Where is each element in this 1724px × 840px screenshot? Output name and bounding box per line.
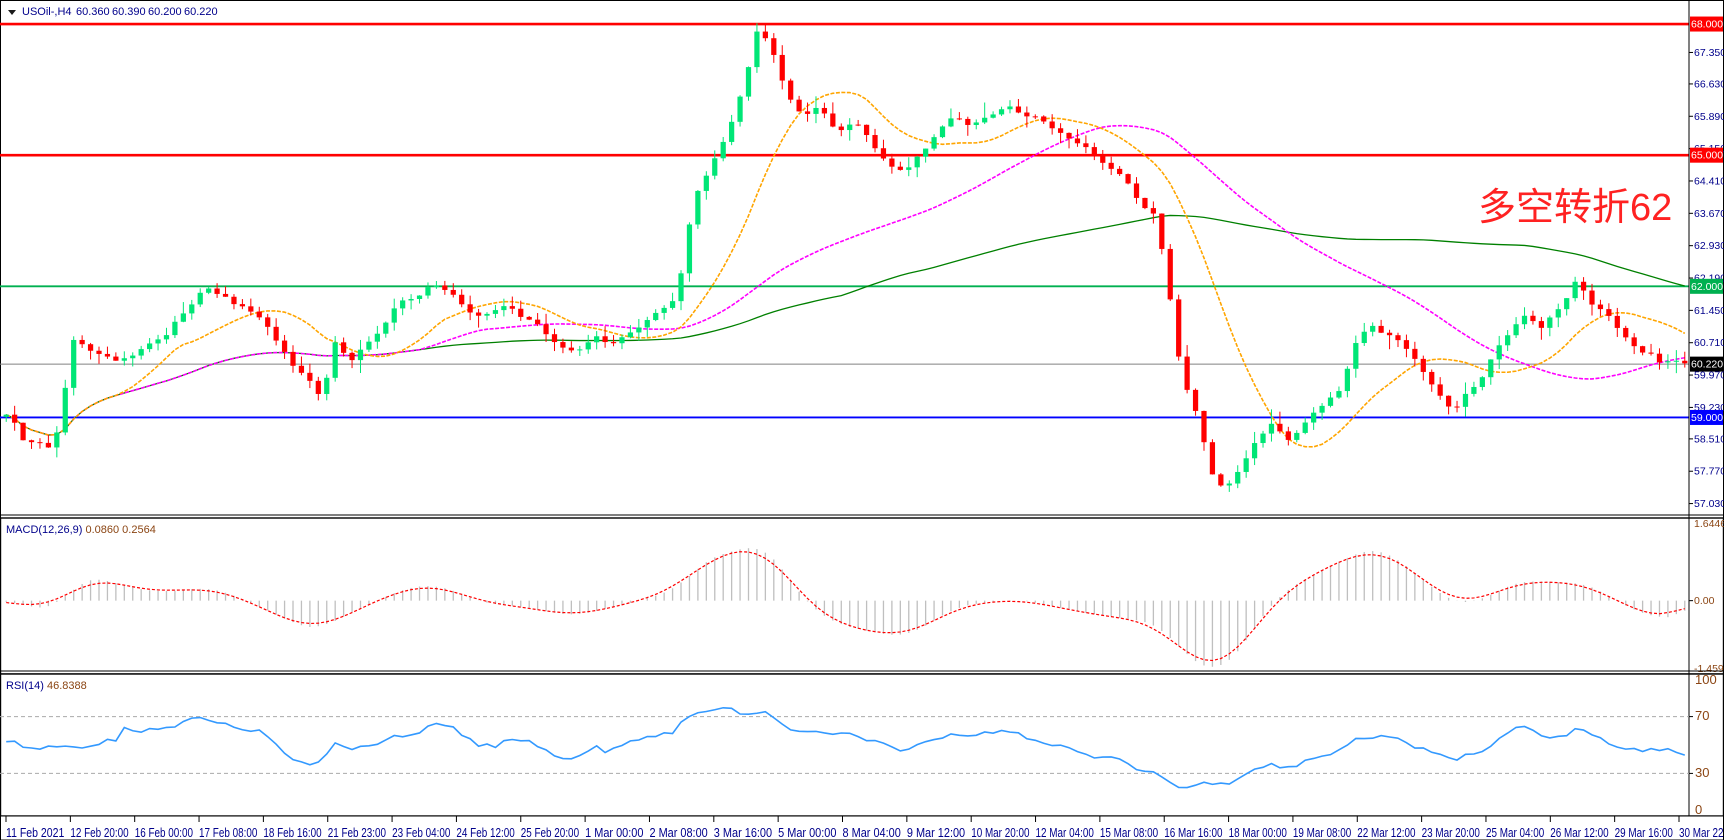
svg-text:60.220: 60.220 xyxy=(184,6,218,18)
svg-text:26 Mar 12:00: 26 Mar 12:00 xyxy=(1550,826,1608,840)
svg-text:2 Mar 08:00: 2 Mar 08:00 xyxy=(649,826,707,840)
svg-text:22 Mar 12:00: 22 Mar 12:00 xyxy=(1357,826,1415,840)
svg-text:63.670: 63.670 xyxy=(1694,208,1724,220)
svg-text:60.200: 60.200 xyxy=(148,6,182,18)
svg-text:30 Mar 22:00: 30 Mar 22:00 xyxy=(1679,826,1724,840)
svg-text:0.00: 0.00 xyxy=(1694,595,1715,607)
svg-text:62.930: 62.930 xyxy=(1694,240,1724,252)
svg-text:64.410: 64.410 xyxy=(1694,175,1724,187)
svg-text:19 Mar 08:00: 19 Mar 08:00 xyxy=(1293,826,1351,840)
svg-text:23 Mar 20:00: 23 Mar 20:00 xyxy=(1422,826,1480,840)
svg-text:8 Mar 04:00: 8 Mar 04:00 xyxy=(843,826,901,840)
svg-text:0: 0 xyxy=(1695,802,1702,817)
svg-text:多空转折62: 多空转折62 xyxy=(1478,187,1672,229)
svg-text:24 Feb 12:00: 24 Feb 12:00 xyxy=(456,826,514,840)
svg-text:66.630: 66.630 xyxy=(1694,78,1724,90)
svg-text:30: 30 xyxy=(1695,765,1709,780)
svg-text:15 Mar 08:00: 15 Mar 08:00 xyxy=(1100,826,1158,840)
svg-text:1.6446: 1.6446 xyxy=(1694,518,1724,530)
svg-text:59.970: 59.970 xyxy=(1694,370,1724,382)
svg-text:60.710: 60.710 xyxy=(1694,337,1724,349)
svg-text:59.000: 59.000 xyxy=(1691,412,1723,424)
svg-text:3 Mar 16:00: 3 Mar 16:00 xyxy=(714,826,772,840)
svg-text:USOil-,H4: USOil-,H4 xyxy=(22,6,72,18)
svg-text:1 Mar 00:00: 1 Mar 00:00 xyxy=(585,826,643,840)
svg-text:61.450: 61.450 xyxy=(1694,305,1724,317)
svg-text:MACD(12,26,9) 0.0860 0.2564: MACD(12,26,9) 0.0860 0.2564 xyxy=(6,524,156,536)
svg-text:100: 100 xyxy=(1695,672,1717,687)
svg-text:17 Feb 08:00: 17 Feb 08:00 xyxy=(199,826,257,840)
svg-text:25 Mar 04:00: 25 Mar 04:00 xyxy=(1486,826,1544,840)
svg-text:16 Feb 00:00: 16 Feb 00:00 xyxy=(135,826,193,840)
svg-text:11 Feb 2021: 11 Feb 2021 xyxy=(6,826,64,840)
svg-text:9 Mar 12:00: 9 Mar 12:00 xyxy=(907,826,965,840)
svg-text:12 Mar 04:00: 12 Mar 04:00 xyxy=(1036,826,1094,840)
svg-text:57.770: 57.770 xyxy=(1694,466,1724,478)
svg-text:18 Mar 00:00: 18 Mar 00:00 xyxy=(1229,826,1287,840)
svg-text:12 Feb 20:00: 12 Feb 20:00 xyxy=(70,826,128,840)
svg-text:18 Feb 16:00: 18 Feb 16:00 xyxy=(263,826,321,840)
svg-text:21 Feb 23:00: 21 Feb 23:00 xyxy=(328,826,386,840)
svg-text:10 Mar 20:00: 10 Mar 20:00 xyxy=(971,826,1029,840)
svg-text:23 Feb 04:00: 23 Feb 04:00 xyxy=(392,826,450,840)
svg-text:57.030: 57.030 xyxy=(1694,498,1724,510)
svg-text:16 Mar 16:00: 16 Mar 16:00 xyxy=(1164,826,1222,840)
svg-text:60.390: 60.390 xyxy=(112,6,146,18)
svg-text:67.350: 67.350 xyxy=(1694,47,1724,59)
svg-text:62.000: 62.000 xyxy=(1691,281,1723,293)
svg-text:29 Mar 16:00: 29 Mar 16:00 xyxy=(1615,826,1673,840)
svg-text:RSI(14) 46.8388: RSI(14) 46.8388 xyxy=(6,680,87,692)
svg-text:70: 70 xyxy=(1695,708,1709,723)
svg-text:65.890: 65.890 xyxy=(1694,111,1724,123)
svg-text:5 Mar 00:00: 5 Mar 00:00 xyxy=(778,826,836,840)
svg-text:68.000: 68.000 xyxy=(1691,19,1723,31)
svg-text:25 Feb 20:00: 25 Feb 20:00 xyxy=(521,826,579,840)
svg-text:60.360: 60.360 xyxy=(76,6,110,18)
svg-text:58.510: 58.510 xyxy=(1694,433,1724,445)
svg-text:65.000: 65.000 xyxy=(1691,150,1723,162)
